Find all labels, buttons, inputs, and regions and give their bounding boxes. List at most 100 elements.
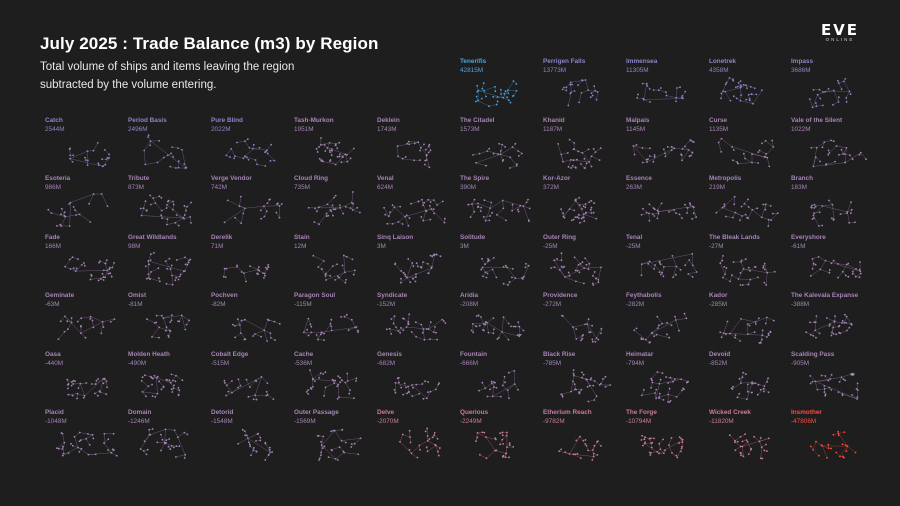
system-dot [573,90,576,92]
region-name: Genesis [377,351,402,358]
region-panel-providence: Providence -272M [543,292,621,346]
jump-link [323,161,336,165]
region-name: Detorid [211,409,234,416]
system-dot [578,391,581,393]
system-dot [823,385,826,387]
system-dot [323,339,325,341]
jump-link [595,147,601,153]
system-dot [441,318,444,321]
region-panel-cache: Cache -536M [294,351,372,405]
system-dot [72,379,75,382]
jump-link [813,215,819,227]
jump-link [509,165,517,169]
system-dot [600,327,603,330]
jump-link [722,277,731,282]
jump-link [505,447,508,454]
region-value: 1022M [791,126,811,133]
jump-link [486,322,503,333]
system-dot [501,331,503,333]
region-map [561,79,599,107]
jump-link [844,314,852,324]
system-dot [388,327,391,330]
system-dot [599,147,602,149]
system-dot [174,279,177,282]
system-dot [240,271,243,273]
system-dot [393,315,396,317]
jump-link [166,283,173,285]
system-dot [477,205,480,208]
jump-link [309,370,314,379]
jump-link [832,204,835,220]
jump-link [815,381,818,390]
system-dot [841,393,844,395]
jump-link [325,383,335,388]
system-dot [741,215,744,217]
system-dot [830,334,833,337]
jump-link [398,382,402,388]
jump-link [822,445,829,449]
region-value: -490M [128,360,147,367]
region-map [640,434,684,459]
jump-link [716,207,723,213]
jump-link [668,437,672,446]
system-dot [253,447,255,449]
system-dot [573,209,576,212]
system-dot [646,161,648,163]
jump-link [236,141,245,143]
jump-link [179,271,184,277]
system-dot [750,447,752,450]
jump-link [398,326,407,332]
system-dot [400,327,402,329]
system-dot [764,322,767,325]
system-dot [563,216,566,219]
region-map [222,264,270,283]
jump-link [406,262,413,278]
system-dot [79,439,82,442]
jump-link [339,447,344,452]
system-dot [595,395,598,398]
system-dot [829,378,832,380]
system-dot [410,452,413,455]
system-dot [89,278,92,281]
region-panel-venal: Venal 624M [377,175,455,229]
system-dot [408,429,411,432]
system-dot [830,139,833,142]
jump-link [480,316,484,325]
system-dot [691,151,694,154]
jump-link [428,319,443,330]
jump-link [649,261,663,273]
region-name: Delve [377,409,395,416]
system-dot [751,153,753,155]
region-value: 4358M [709,67,729,74]
system-dot [654,392,656,394]
logo-subtext: ONLINE [825,37,855,42]
jump-link [426,155,430,168]
system-dot [845,101,848,103]
system-dot [142,450,145,452]
region-panel-black-rise: Black Rise -785M [543,351,621,405]
system-dot [643,442,646,445]
system-dot [746,333,749,335]
system-dot [569,81,572,84]
system-dot [823,391,826,393]
system-dot [653,437,655,440]
system-dot [854,451,857,454]
system-dot [492,332,495,335]
system-dot [681,441,684,444]
system-dot [115,454,118,457]
system-dot [837,276,839,279]
system-dot [757,151,760,153]
jump-link [98,163,103,167]
system-dot [428,166,431,169]
system-dot [89,318,91,320]
jump-link [70,158,103,167]
region-name: Providence [543,292,578,299]
jump-link [411,201,419,204]
system-dot [741,376,744,379]
system-dot [140,380,143,382]
system-dot [856,396,859,398]
system-dot [723,203,726,206]
jump-link [231,376,262,393]
system-dot [487,257,489,260]
system-dot [506,266,508,269]
